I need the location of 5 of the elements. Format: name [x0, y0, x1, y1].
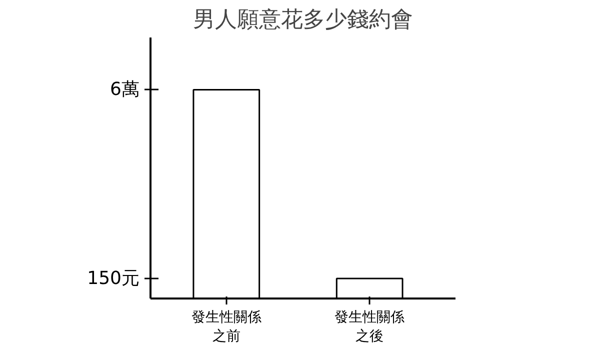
chart-title: 男人願意花多少錢約會	[193, 8, 413, 32]
text: 6萬	[110, 79, 140, 100]
x-tick-label: 發生性關係之後	[334, 310, 405, 345]
text: 150元	[87, 268, 140, 289]
x-tick-label: 發生性關係之前	[191, 310, 262, 345]
